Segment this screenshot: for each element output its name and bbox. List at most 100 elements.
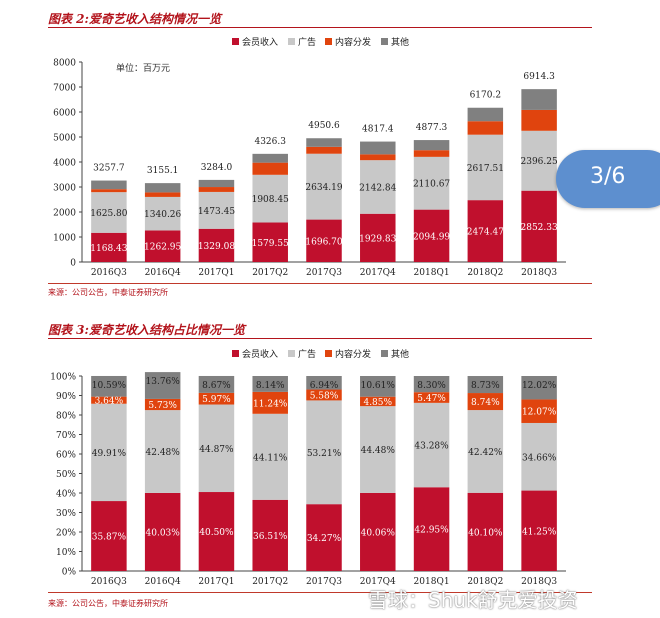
- bar-segment: [521, 89, 557, 110]
- y-tick-label: 50%: [56, 470, 76, 480]
- data-label: 53.21%: [307, 449, 342, 459]
- total-label: 4326.3: [254, 137, 286, 147]
- data-label: 34.66%: [522, 453, 557, 463]
- bar-segment: [91, 396, 127, 404]
- bar-segment: [144, 410, 181, 493]
- fig2-title: 图表 2:爱奇艺收入结构情况一览: [48, 12, 221, 26]
- bar-segment: [467, 107, 504, 122]
- data-label: 1340.26: [144, 210, 181, 220]
- bar-segment: [91, 403, 127, 502]
- bar-segment: [306, 153, 342, 220]
- bar-segment: [252, 162, 288, 175]
- data-label: 8.73%: [471, 381, 500, 391]
- data-label: 1696.70: [305, 237, 342, 247]
- bar-segment: [467, 393, 504, 411]
- x-tick-label: 2016Q3: [91, 577, 127, 587]
- bar-segment: [306, 504, 342, 571]
- legend-swatch: [232, 38, 239, 45]
- bar-segment: [413, 209, 450, 262]
- data-label: 5.97%: [202, 395, 231, 405]
- x-tick-label: 2018Q1: [414, 577, 450, 587]
- bar-segment: [306, 219, 342, 262]
- data-label: 41.25%: [522, 527, 557, 537]
- bar-segment: [413, 150, 450, 157]
- data-label: 6.94%: [310, 381, 339, 391]
- x-tick-label: 2017Q2: [252, 268, 288, 278]
- bar-segment: [521, 376, 557, 400]
- x-tick-label: 2018Q3: [521, 577, 557, 587]
- y-tick-label: 60%: [56, 451, 76, 461]
- bar-segment: [198, 179, 235, 188]
- data-label: 35.87%: [92, 533, 127, 543]
- bar-segment: [467, 410, 504, 493]
- bar-segment: [144, 492, 181, 571]
- x-tick-label: 2017Q3: [306, 577, 342, 587]
- x-tick-label: 2016Q4: [145, 577, 181, 587]
- bar-segment: [360, 213, 396, 262]
- bar-segment: [91, 232, 127, 262]
- y-tick-label: 30%: [56, 509, 76, 519]
- watermark: 雪球：Shuk舒克爱投资: [368, 588, 578, 612]
- x-tick-label: 2018Q2: [467, 577, 503, 587]
- data-label: 44.11%: [253, 453, 288, 463]
- bar-segment: [467, 121, 504, 135]
- data-label: 12.07%: [522, 408, 557, 418]
- bar-segment: [413, 392, 450, 403]
- total-label: 6914.3: [523, 72, 555, 82]
- total-label: 3155.1: [147, 166, 179, 176]
- data-label: 2396.25: [521, 157, 558, 167]
- revenue-share-chart: 会员收入 广告 内容分发 其他 0% 10% 20% 30% 40% 50% 60% 70% 80% 90…: [50, 348, 566, 587]
- y-tick-label: 90%: [56, 392, 76, 402]
- data-label: 5.73%: [148, 401, 177, 411]
- page-indicator-label: 3/6: [590, 164, 626, 189]
- data-label: 11.24%: [253, 399, 288, 409]
- fig2-bottom-rule: [48, 283, 592, 284]
- bar-segment: [413, 487, 450, 571]
- legend-swatch: [232, 350, 239, 357]
- bar-segment: [252, 222, 288, 262]
- bar-segment: [521, 399, 557, 423]
- data-label: 2634.19: [305, 183, 342, 193]
- y-tick-label: 40%: [56, 490, 76, 500]
- legend-label: 会员收入: [242, 36, 278, 48]
- data-label: 42.48%: [146, 448, 181, 458]
- bar-segment: [198, 228, 235, 262]
- bar-segment: [521, 190, 557, 262]
- total-label: 3257.7: [93, 164, 125, 174]
- bar-segment: [521, 490, 557, 571]
- data-label: 2474.47: [467, 228, 504, 238]
- data-label: 42.95%: [414, 526, 449, 536]
- data-label: 1908.45: [252, 195, 289, 205]
- bar-segment: [413, 140, 450, 151]
- x-tick-label: 2017Q4: [360, 268, 396, 278]
- bar-segment: [521, 109, 557, 131]
- data-label: 40.06%: [361, 528, 396, 538]
- y-tick-label: 2000: [53, 209, 76, 219]
- x-tick-label: 2017Q1: [198, 577, 234, 587]
- bar-segment: [198, 375, 235, 393]
- bar-segment: [198, 392, 235, 405]
- data-label: 2852.33: [521, 223, 558, 233]
- data-label: 8.67%: [202, 381, 231, 391]
- legend-label: 内容分发: [335, 36, 371, 48]
- fig2-source: 来源：公司公告，中泰证券研究所: [48, 288, 168, 297]
- y-tick-label: 8000: [53, 59, 76, 69]
- data-label: 2110.67: [413, 180, 450, 190]
- data-label: 5.58%: [310, 391, 339, 401]
- bar-segment: [144, 372, 181, 399]
- data-label: 42.42%: [468, 448, 503, 458]
- data-label: 49.91%: [92, 449, 127, 459]
- data-label: 5.47%: [417, 394, 446, 404]
- data-label: 2142.84: [359, 183, 396, 193]
- bar-segment: [252, 391, 288, 414]
- bar-segment: [306, 389, 342, 401]
- legend-label: 广告: [298, 36, 316, 48]
- data-label: 40.50%: [199, 528, 234, 538]
- data-label: 1168.43: [90, 244, 127, 254]
- bar-segment: [91, 180, 127, 190]
- data-label: 40.10%: [468, 528, 503, 538]
- x-tick-label: 2016Q3: [91, 268, 127, 278]
- x-tick-label: 2017Q3: [306, 268, 342, 278]
- page-indicator[interactable]: 3/6: [556, 150, 660, 208]
- total-label: 4950.6: [308, 121, 340, 131]
